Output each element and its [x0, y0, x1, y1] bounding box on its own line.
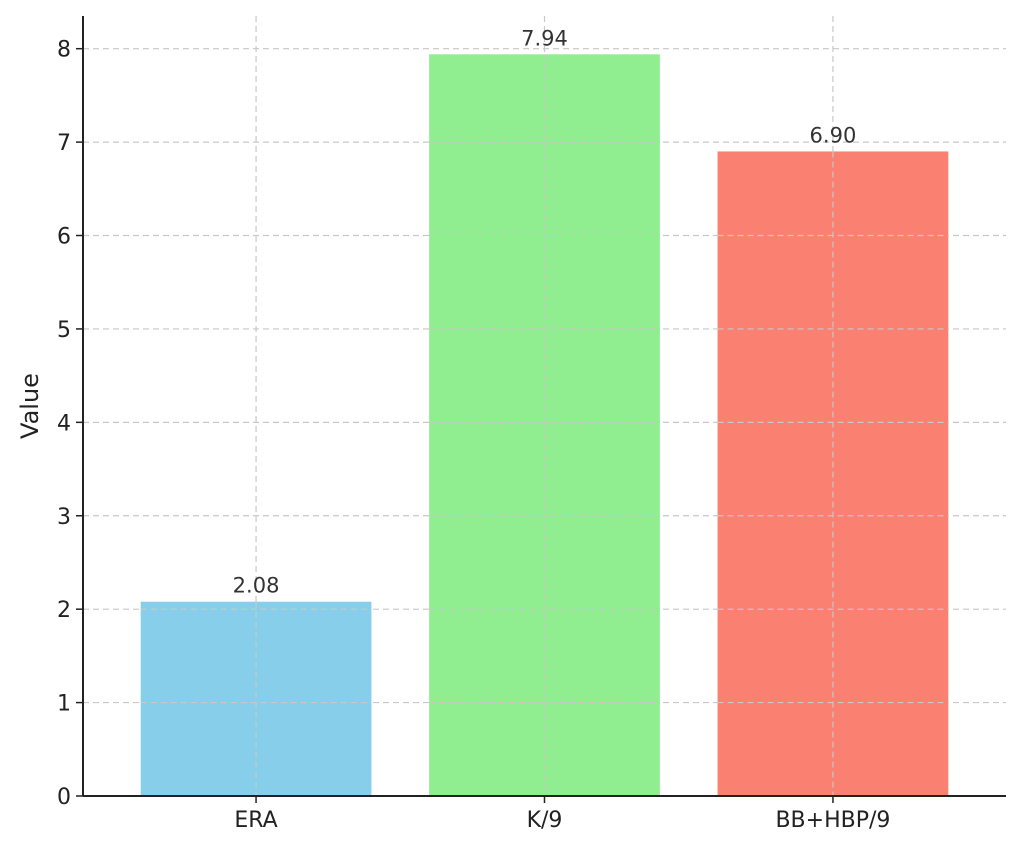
- y-tick-label: 0: [57, 785, 71, 810]
- y-tick-label: 5: [57, 318, 71, 343]
- y-tick-label: 6: [57, 225, 71, 250]
- label-layer: 0 1 2 3 4 5 6 7 8 2.08 ERA 7.94 K/9 6.90 BB+HBP/9: [57, 26, 890, 833]
- y-tick-label: 8: [57, 38, 71, 63]
- y-tick-label: 2: [57, 598, 71, 623]
- bar-layer: [140, 54, 949, 797]
- y-tick-label: 1: [57, 692, 71, 717]
- y-tick-label: 7: [57, 131, 71, 156]
- bar-value-label: 2.08: [233, 574, 280, 598]
- y-tick-label: 3: [57, 505, 71, 530]
- bar-value-label: 7.94: [521, 26, 568, 50]
- bar-value-label: 6.90: [810, 123, 857, 147]
- x-tick-label: BB+HBP/9: [775, 808, 890, 833]
- x-tick-label: ERA: [234, 808, 277, 833]
- x-tick-label: K/9: [527, 808, 563, 833]
- y-axis-title: Value: [16, 373, 44, 439]
- y-tick-label: 4: [57, 411, 71, 436]
- axis-layer: [76, 16, 1006, 803]
